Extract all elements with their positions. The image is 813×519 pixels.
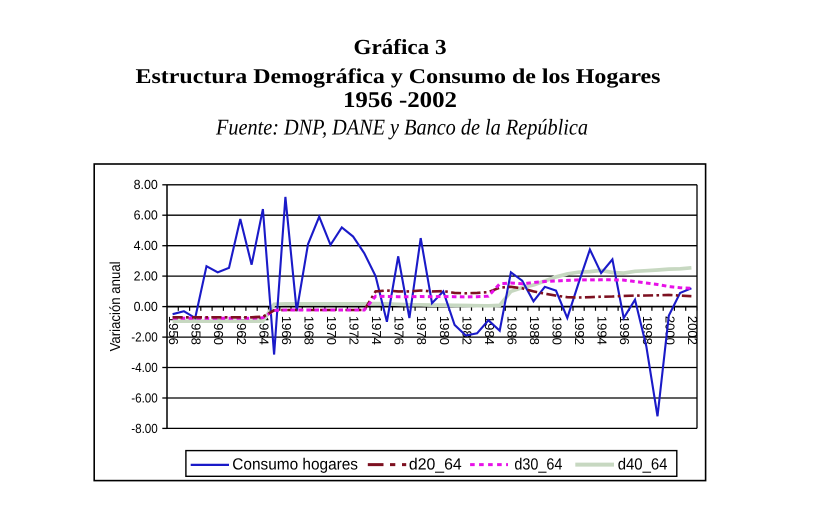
svg-text:-2.00: -2.00 (131, 330, 158, 345)
svg-text:2002: 2002 (685, 316, 700, 345)
svg-text:Variación anual: Variación anual (108, 261, 124, 351)
svg-text:1966: 1966 (279, 316, 294, 345)
svg-text:-6.00: -6.00 (131, 390, 158, 405)
svg-text:0.00: 0.00 (134, 299, 158, 314)
svg-text:2000: 2000 (662, 316, 677, 345)
svg-text:1960: 1960 (211, 316, 226, 345)
svg-text:d40_64: d40_64 (618, 455, 668, 473)
svg-text:1962: 1962 (234, 316, 249, 345)
svg-text:1972: 1972 (347, 316, 362, 345)
svg-text:1986: 1986 (504, 316, 519, 345)
svg-text:1992: 1992 (572, 316, 587, 345)
svg-text:Estructura Demográfica y Consu: Estructura Demográfica y Consumo de los … (136, 64, 661, 88)
svg-text:1968: 1968 (302, 316, 317, 345)
svg-text:d30_64: d30_64 (514, 455, 562, 473)
svg-text:1956 -2002: 1956 -2002 (343, 87, 457, 112)
svg-text:1974: 1974 (369, 316, 384, 345)
svg-text:Gráfica 3: Gráfica 3 (354, 35, 447, 59)
svg-text:1980: 1980 (437, 316, 452, 345)
svg-text:Consumo hogares: Consumo hogares (232, 455, 358, 473)
svg-text:4.00: 4.00 (134, 238, 158, 253)
svg-text:d20_64: d20_64 (409, 455, 462, 473)
svg-text:-8.00: -8.00 (131, 421, 158, 436)
svg-text:8.00: 8.00 (134, 177, 158, 192)
svg-text:1956: 1956 (166, 316, 181, 345)
svg-text:1970: 1970 (324, 316, 339, 345)
svg-text:Fuente: DNP, DANE y Banco de: Fuente: DNP, DANE y Banco de la Repúblic… (215, 115, 588, 140)
svg-text:1982: 1982 (459, 316, 474, 345)
svg-text:1964: 1964 (256, 316, 271, 345)
svg-text:1976: 1976 (392, 316, 407, 345)
svg-text:1996: 1996 (617, 316, 632, 345)
svg-text:6.00: 6.00 (134, 208, 158, 223)
svg-text:1990: 1990 (550, 316, 565, 345)
svg-text:1978: 1978 (414, 316, 429, 345)
svg-text:2.00: 2.00 (134, 269, 158, 284)
svg-text:1958: 1958 (189, 316, 204, 345)
svg-text:1994: 1994 (595, 316, 610, 345)
svg-text:1988: 1988 (527, 316, 542, 345)
svg-text:-4.00: -4.00 (131, 360, 158, 375)
